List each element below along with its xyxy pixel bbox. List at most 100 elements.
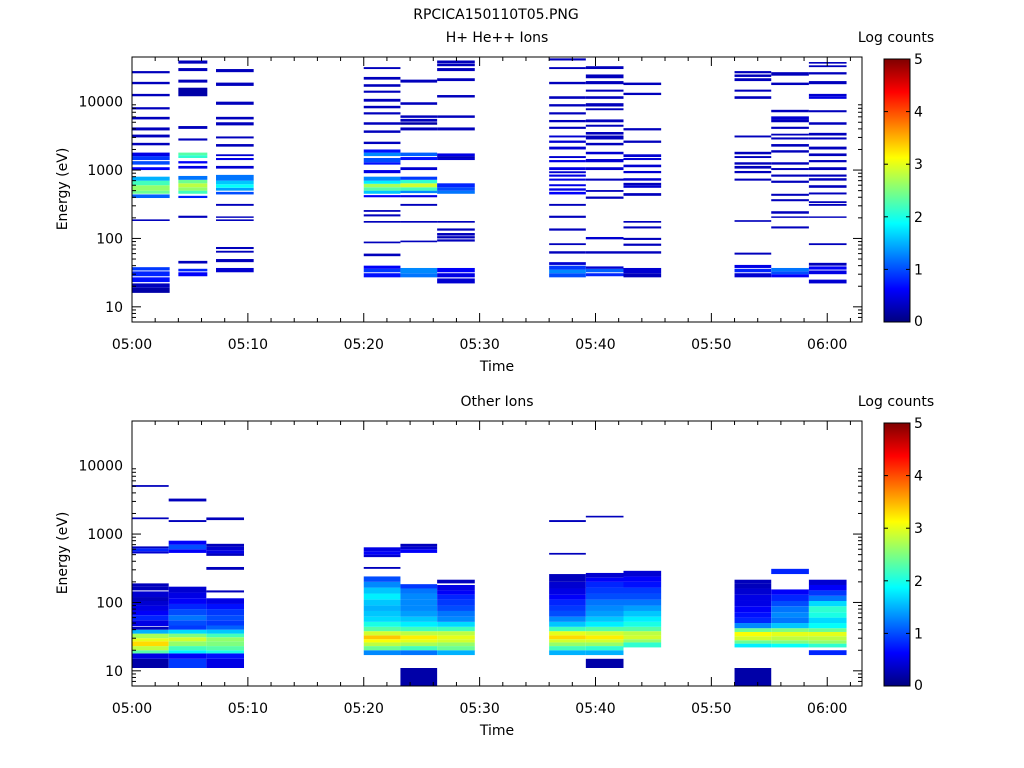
heatmap-cell — [363, 241, 401, 244]
heatmap-cell — [132, 586, 169, 591]
heatmap-cell — [771, 144, 809, 147]
heatmap-cell — [132, 81, 170, 85]
heatmap-cell — [623, 587, 662, 594]
heatmap-cell — [549, 631, 586, 636]
heatmap-cell — [168, 520, 207, 523]
heatmap-cell — [549, 251, 586, 254]
heatmap-cell — [585, 89, 624, 92]
heatmap-cell — [771, 631, 809, 637]
heatmap-cell — [585, 196, 624, 199]
heatmap-cell — [808, 243, 847, 246]
heatmap-cell — [734, 252, 772, 255]
heatmap-cell — [549, 520, 586, 523]
heatmap-cell — [132, 626, 169, 630]
time-bin-column — [808, 579, 847, 656]
heatmap-cell — [549, 184, 586, 187]
heatmap-cell — [363, 639, 401, 643]
time-bin-column — [585, 515, 624, 668]
heatmap-cell — [808, 132, 847, 136]
heatmap-cell — [400, 599, 438, 606]
heatmap-cell — [549, 635, 586, 640]
x-tick-label: 05:50 — [691, 337, 731, 353]
heatmap-cell — [400, 546, 438, 550]
heatmap-cell — [771, 82, 809, 86]
heatmap-cell — [363, 76, 401, 80]
heatmap-cell — [132, 219, 170, 221]
heatmap-cell — [132, 277, 170, 283]
y-tick-label: 10 — [105, 300, 123, 316]
heatmap-cell — [168, 633, 207, 638]
heatmap-cell — [549, 191, 586, 195]
heatmap-cell — [734, 220, 772, 222]
colorbar: Log counts 0 1 2 3 4 5 — [858, 394, 934, 694]
heatmap-cell — [549, 228, 586, 231]
heatmap-cell — [363, 650, 401, 656]
heatmap-cell — [132, 161, 170, 165]
heatmap-cell — [585, 610, 624, 617]
heatmap-cell — [168, 646, 207, 651]
heatmap-cell — [178, 272, 208, 277]
heatmap-cell — [178, 79, 208, 83]
heatmap-cell — [549, 188, 586, 191]
heatmap-cell — [363, 554, 401, 558]
heatmap-cell — [363, 162, 401, 165]
heatmap-cell — [771, 72, 809, 76]
heatmap-cell — [132, 107, 170, 110]
heatmap-cell — [437, 187, 475, 191]
heatmap-cell — [585, 626, 624, 632]
heatmap-cell — [623, 220, 662, 223]
heatmap-cell — [132, 485, 169, 487]
heatmap-cell — [363, 149, 401, 153]
heatmap-cell — [132, 71, 170, 74]
heatmap-cell — [437, 183, 475, 188]
heatmap-cell — [808, 96, 847, 99]
heatmap-cell — [771, 133, 809, 136]
heatmap-cell — [400, 152, 438, 157]
heatmap-cell — [808, 643, 847, 648]
heatmap-cell — [771, 174, 809, 177]
page-title: RPCICA150110T05.PNG — [413, 7, 578, 23]
time-bin-column — [206, 517, 245, 668]
heatmap-cell — [808, 270, 847, 275]
time-bin-column — [734, 579, 772, 686]
heatmap-cell — [585, 642, 624, 647]
heatmap-cell — [623, 610, 662, 617]
heatmap-cell — [585, 190, 624, 192]
colorbar-tick-label: 5 — [914, 416, 923, 432]
heatmap-cell — [808, 600, 847, 607]
heatmap-cell — [549, 574, 586, 582]
heatmap-cell — [585, 66, 624, 70]
heatmap-cell — [549, 642, 586, 647]
heatmap-cell — [549, 594, 586, 600]
heatmap-cell — [585, 621, 624, 627]
panel-other-ions: Other Ions 05:00 05:10 05:20 05:30 05:40 05:50… — [55, 394, 934, 739]
heatmap-cell — [132, 176, 170, 181]
heatmap-cell — [363, 67, 401, 70]
heatmap-cell — [808, 216, 847, 218]
colorbar-tick-label: 3 — [914, 521, 923, 537]
heatmap-cell — [132, 156, 170, 161]
heatmap-cell — [585, 81, 624, 85]
heatmap-cell — [437, 78, 475, 82]
y-tick-label: 1000 — [87, 163, 123, 179]
heatmap-cell — [168, 498, 207, 502]
heatmap-cell — [771, 267, 809, 272]
heatmap-cell — [437, 153, 475, 157]
heatmap-cell — [771, 623, 809, 629]
heatmap-cell — [437, 233, 475, 236]
heatmap-cells — [132, 485, 847, 686]
heatmap-cell — [132, 517, 169, 520]
heatmap-cell — [400, 616, 438, 622]
heatmap-cell — [734, 165, 772, 169]
heatmap-cell — [178, 165, 208, 169]
heatmap-cell — [771, 643, 809, 648]
heatmap-cell — [400, 588, 438, 594]
heatmap-cell — [585, 572, 624, 578]
heatmap-cell — [178, 187, 208, 191]
heatmap-cell — [549, 265, 586, 270]
heatmap-cell — [363, 265, 401, 269]
heatmap-cell — [363, 98, 401, 102]
heatmap-cell — [132, 546, 169, 549]
heatmap-cell — [771, 640, 809, 644]
heatmap-cell — [363, 195, 401, 198]
